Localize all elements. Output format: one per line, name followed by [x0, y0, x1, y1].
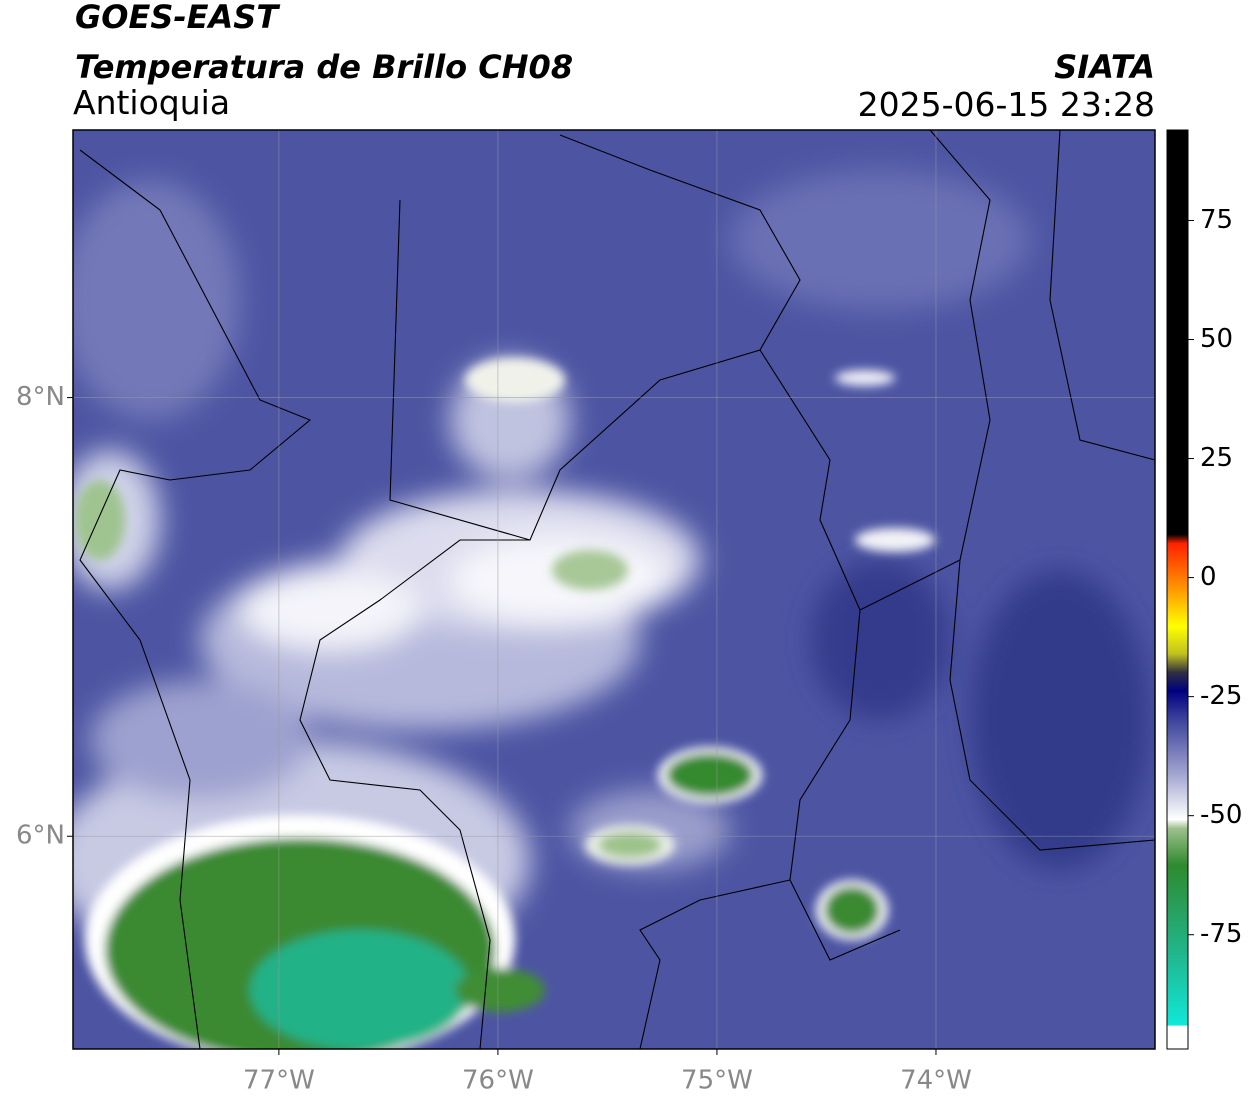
colorbar-label: -75 — [1200, 919, 1242, 949]
x-tick-label: 74°W — [900, 1066, 972, 1096]
colorbar-label: 25 — [1200, 443, 1233, 473]
map-frame — [72, 129, 1156, 1050]
colorbar-label: 0 — [1200, 562, 1217, 592]
grid — [73, 130, 1155, 1049]
y-tick-label: 8°N — [16, 382, 65, 412]
colorbar-label: 75 — [1200, 205, 1233, 235]
colorbar-label: -50 — [1200, 800, 1242, 830]
x-tick-label: 76°W — [462, 1066, 534, 1096]
timestamp: 2025-06-15 23:28 — [858, 85, 1155, 124]
y-tick-label: 6°N — [16, 821, 65, 851]
x-tick-label: 75°W — [681, 1066, 753, 1096]
agency: SIATA — [1054, 48, 1155, 86]
colorbar — [1166, 129, 1189, 1050]
colorbar-label: -25 — [1200, 681, 1242, 711]
region: Antioquia — [73, 83, 230, 122]
x-tick-label: 77°W — [243, 1066, 315, 1096]
title: GOES-EAST — [75, 0, 280, 36]
colorbar-label: 50 — [1200, 324, 1233, 354]
imagery — [73, 130, 1155, 1049]
subtitle: Temperatura de Brillo CH08 — [75, 48, 573, 86]
